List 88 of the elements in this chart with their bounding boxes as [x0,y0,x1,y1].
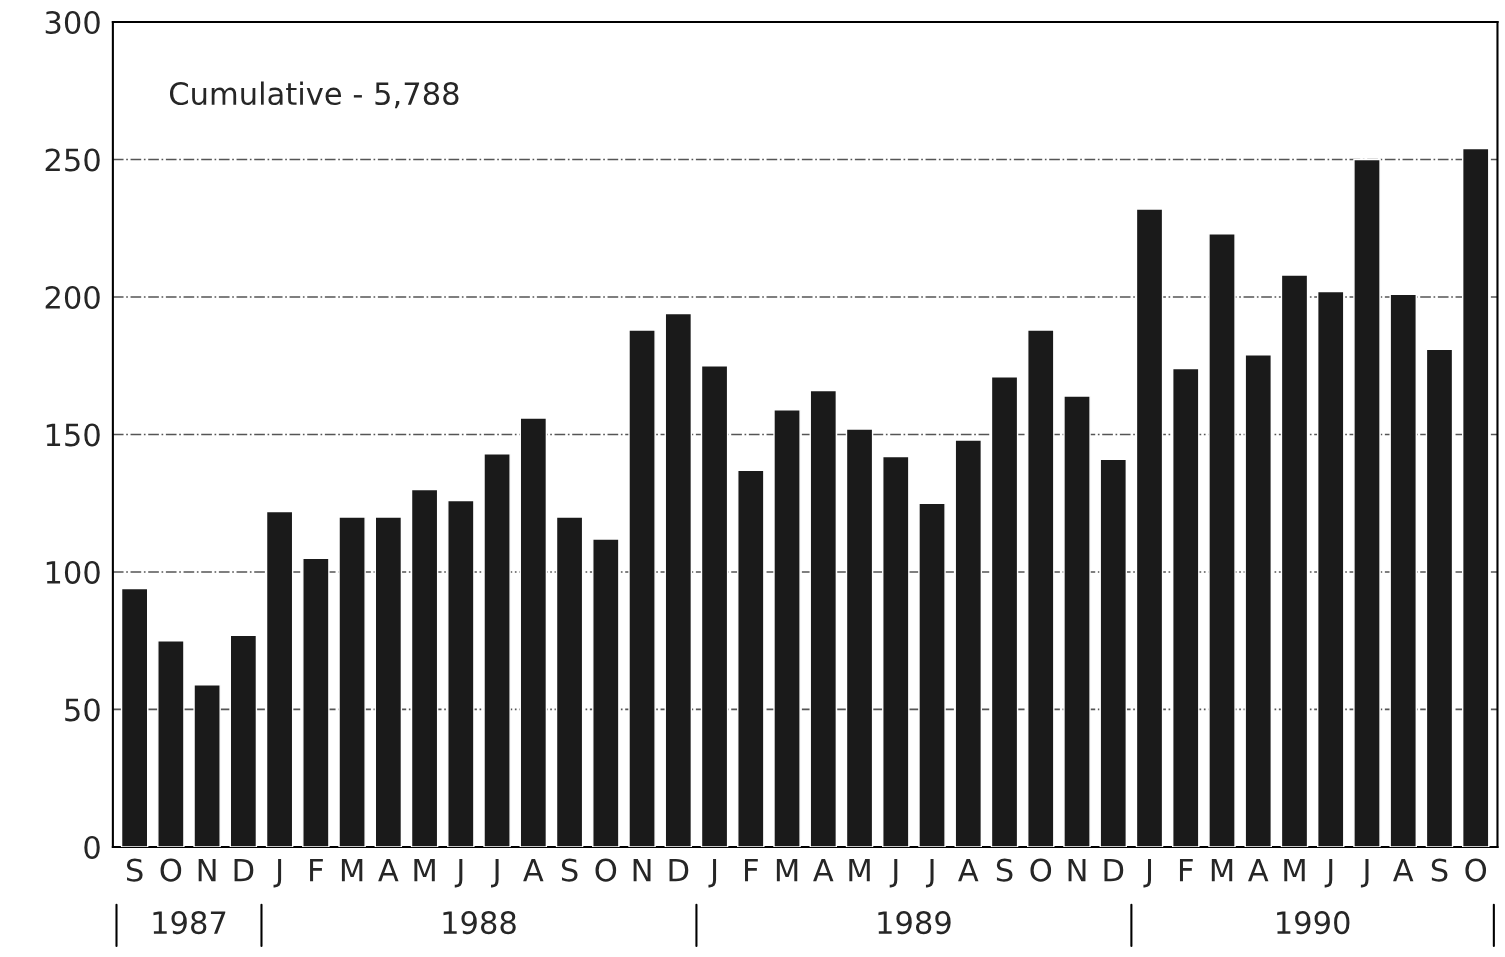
x-tick-label: N [1068,859,1086,882]
x-tick-label: M [849,859,870,882]
bar [157,640,185,847]
x-tick-label: O [1465,858,1487,882]
bar [483,453,511,847]
bar [990,376,1019,847]
bar [193,684,221,847]
x-tick-label: S [561,858,578,882]
x-tick-label: S [996,858,1013,882]
x-tick-label: A [378,859,399,882]
bar [918,502,946,847]
x-tick-label: S [126,858,143,882]
bar [1280,274,1309,847]
x-tick-label: M [414,859,435,882]
bar [1063,395,1091,847]
bar [628,329,656,847]
bar [338,516,366,847]
x-tick-label: F [745,859,758,882]
bar [447,499,475,847]
x-tick-label: M [341,859,363,882]
bar [664,312,693,847]
text: 1987 [153,911,226,935]
x-tick-label: M [1211,859,1233,882]
bar [1099,458,1128,847]
bar [1135,208,1164,847]
y-tick-label: 300 [45,10,100,35]
x-tick-label: A [523,859,544,882]
x-tick-label: J [889,859,898,888]
bar [265,510,294,847]
bar [555,516,584,847]
x-tick-label: O [595,858,617,882]
x-tick-label: O [1030,858,1052,882]
x-tick-label: J [1324,859,1333,888]
y-tick-label: 200 [45,285,100,310]
bar [1389,293,1417,847]
text: 1989 [878,911,951,935]
y-tick-label: 50 [65,698,100,722]
text: 1988 [443,911,516,935]
bar [809,389,838,847]
x-tick-label: N [198,859,216,882]
x-tick-label: F [1179,859,1193,882]
bar [1425,348,1454,847]
x-tick-label: J [454,859,463,888]
bar [882,455,910,847]
bar [1208,233,1236,847]
bar [1316,290,1345,847]
bar [845,428,874,847]
x-tick-label: O [160,858,182,882]
bar [1172,367,1200,847]
bar [700,365,729,847]
x-tick-label: N [633,859,651,882]
y-tick-label: 0 [84,835,100,859]
x-tick-label: J [273,859,282,888]
bar [410,488,439,847]
bar [374,516,403,847]
x-tick-label: F [310,859,323,882]
y-tick-label: 250 [45,148,100,172]
bar [1027,329,1055,847]
x-tick-label: J [925,859,934,888]
y-tick-label: 100 [46,560,100,585]
x-tick-label: D [669,859,689,882]
bar [229,634,258,847]
bar [1244,354,1272,847]
x-tick-label: S [1431,858,1448,882]
x-tick-label: M [1284,859,1305,882]
x-tick-label: J [491,859,499,888]
bar [773,409,801,847]
x-tick-label: A [1248,859,1269,882]
bar [1353,158,1381,847]
annotation: Cumulative - 5,788 [169,81,459,109]
x-tick-label: A [958,859,979,882]
bar [519,417,548,847]
bar [1461,147,1490,847]
bar [592,538,620,847]
x-tick-label: D [1104,859,1124,882]
x-tick-label: A [813,859,834,882]
x-tick-label: D [234,859,254,882]
bar [120,587,149,847]
x-tick-label: J [1143,859,1152,888]
x-tick-label: M [776,859,798,882]
bar [954,439,983,847]
bar [737,469,765,847]
x-tick-label: J [708,859,717,888]
y-tick-label: 150 [46,423,100,447]
x-tick-label: J [1360,859,1369,888]
bar [302,557,330,847]
text: 1990 [1277,911,1350,935]
x-tick-label: A [1393,859,1414,882]
